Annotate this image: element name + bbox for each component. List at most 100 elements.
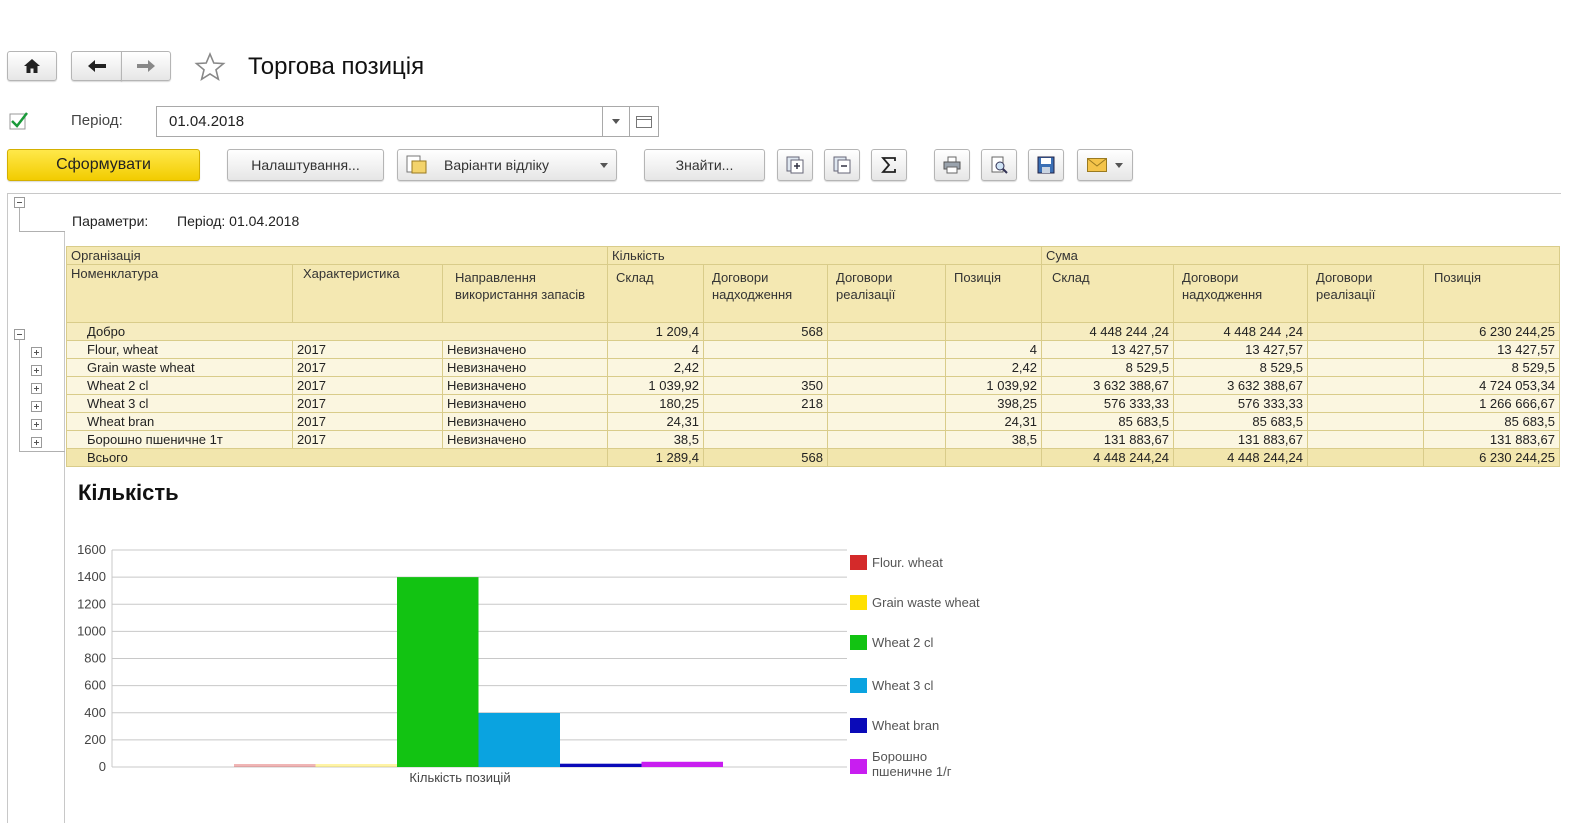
preview-button[interactable] <box>981 149 1017 181</box>
forward-button[interactable] <box>121 51 171 81</box>
cell: 24,31 <box>607 412 704 431</box>
print-button[interactable] <box>934 149 970 181</box>
table-row[interactable]: Wheat bran 2017 Невизначено 24,31 24,31 85 68… <box>66 412 1560 431</box>
collapse-groups-button[interactable] <box>824 149 860 181</box>
cell: Невизначено <box>442 358 608 377</box>
y-tick-label: 200 <box>84 732 106 747</box>
cell: 2017 <box>292 412 443 431</box>
cell: 568 <box>703 322 828 341</box>
expand-row-toggle[interactable] <box>31 383 42 394</box>
cell <box>1307 322 1424 341</box>
sum-button[interactable] <box>871 149 907 181</box>
cell: 4 <box>607 340 704 359</box>
cell: 2017 <box>292 340 443 359</box>
cell: Борошно пшеничне 1т <box>66 430 293 449</box>
table-row[interactable]: Flour, wheat 2017 Невизначено 4 4 13 427,57 13… <box>66 340 1560 359</box>
legend-swatch-2 <box>850 635 867 650</box>
save-button[interactable] <box>1028 149 1064 181</box>
cell: 4 448 244 ,24 <box>1173 322 1308 341</box>
cell: Flour, wheat <box>66 340 293 359</box>
cell <box>945 448 1042 467</box>
tree-line-params-h <box>19 231 65 232</box>
header-s-position: Позиція <box>1423 264 1560 323</box>
table-row[interactable]: Wheat 2 cl 2017 Невизначено 1 039,92 350 1 03… <box>66 376 1560 395</box>
cell: Невизначено <box>442 376 608 395</box>
collapse-group-toggle[interactable] <box>14 329 25 340</box>
group-row[interactable]: Добро 1 209,4 568 4 448 244 ,24 4 448 24… <box>66 322 1560 341</box>
cell <box>827 340 946 359</box>
cell: 131 883,67 <box>1173 430 1308 449</box>
arrow-left-icon <box>87 60 106 72</box>
printer-icon <box>943 156 961 174</box>
header-direction: Направлення використання запасів <box>442 264 608 323</box>
period-calendar-button[interactable] <box>629 106 659 137</box>
back-button[interactable] <box>71 51 122 81</box>
cell <box>945 322 1042 341</box>
period-input[interactable]: 01.04.2018 <box>156 106 603 137</box>
cell: 350 <box>703 376 828 395</box>
table-row[interactable]: Wheat 3 cl 2017 Невизначено 180,25 218 398,25… <box>66 394 1560 413</box>
params-label: Параметри: <box>72 213 149 229</box>
checkmark-icon <box>9 112 28 130</box>
period-dropdown-button[interactable] <box>602 106 630 137</box>
header-q-sales: Договори реалізації <box>827 264 946 323</box>
home-button[interactable] <box>7 51 57 81</box>
cell: 2017 <box>292 376 443 395</box>
table-row[interactable]: Grain waste wheat 2017 Невизначено 2,42 2,42… <box>66 358 1560 377</box>
total-row: Всього 1 289,4 568 4 448 244,24 4 448 24… <box>66 448 1560 467</box>
bar-1 <box>315 764 397 767</box>
expand-groups-icon <box>786 156 804 174</box>
header-org: Організація <box>66 246 608 265</box>
cell: 2,42 <box>945 358 1042 377</box>
cell <box>703 340 828 359</box>
header-row-top: Організація Кількість Сума <box>66 246 1560 265</box>
table-row[interactable]: Борошно пшеничне 1т 2017 Невизначено 38,5 38… <box>66 430 1560 449</box>
settings-button[interactable]: Налаштування... <box>227 149 384 181</box>
expand-row-toggle[interactable] <box>31 401 42 412</box>
legend-swatch-3 <box>850 678 867 693</box>
cell: 85 683,5 <box>1423 412 1560 431</box>
collapse-params-toggle[interactable] <box>14 197 25 208</box>
cell: 4 448 244,24 <box>1041 448 1174 467</box>
header-sum: Сума <box>1041 246 1560 265</box>
y-tick-label: 1000 <box>77 623 106 638</box>
cell <box>1307 412 1424 431</box>
report-variants-icon <box>406 155 427 174</box>
cell: 2,42 <box>607 358 704 377</box>
expand-row-toggle[interactable] <box>31 437 42 448</box>
period-label: Період: <box>71 112 123 129</box>
favorite-star-button[interactable] <box>194 51 226 83</box>
cell: Grain waste wheat <box>66 358 293 377</box>
cell: Wheat bran <box>66 412 293 431</box>
cell: Невизначено <box>442 394 608 413</box>
header-q-warehouse: Склад <box>607 264 704 323</box>
expand-groups-button[interactable] <box>777 149 813 181</box>
y-tick-label: 1200 <box>77 596 106 611</box>
generate-button[interactable]: Сформувати <box>7 149 200 181</box>
cell: Wheat 3 cl <box>66 394 293 413</box>
header-nomenclature: Номенклатура <box>66 264 293 323</box>
report-gutter-border <box>64 232 65 823</box>
y-tick-label: 400 <box>84 705 106 720</box>
report-variants-dropdown[interactable]: Варіанти відліку <box>397 149 617 181</box>
expand-row-toggle[interactable] <box>31 419 42 430</box>
expand-row-toggle[interactable] <box>31 365 42 376</box>
sigma-icon <box>881 157 896 173</box>
collapse-groups-icon <box>833 156 851 174</box>
send-email-button[interactable] <box>1077 149 1133 181</box>
period-checkbox[interactable] <box>9 111 29 131</box>
save-icon <box>1037 156 1055 174</box>
envelope-icon <box>1087 158 1107 172</box>
cell <box>1307 376 1424 395</box>
cell: 24,31 <box>945 412 1042 431</box>
bar-3 <box>478 712 560 767</box>
params-value: Період: 01.04.2018 <box>177 213 300 229</box>
expand-row-toggle[interactable] <box>31 347 42 358</box>
cell <box>1307 358 1424 377</box>
find-button[interactable]: Знайти... <box>644 149 765 181</box>
chevron-down-icon <box>612 119 620 124</box>
legend-swatch-5 <box>850 759 867 774</box>
calendar-icon <box>636 115 652 128</box>
legend-swatch-0 <box>850 555 867 570</box>
cell: 131 883,67 <box>1423 430 1560 449</box>
